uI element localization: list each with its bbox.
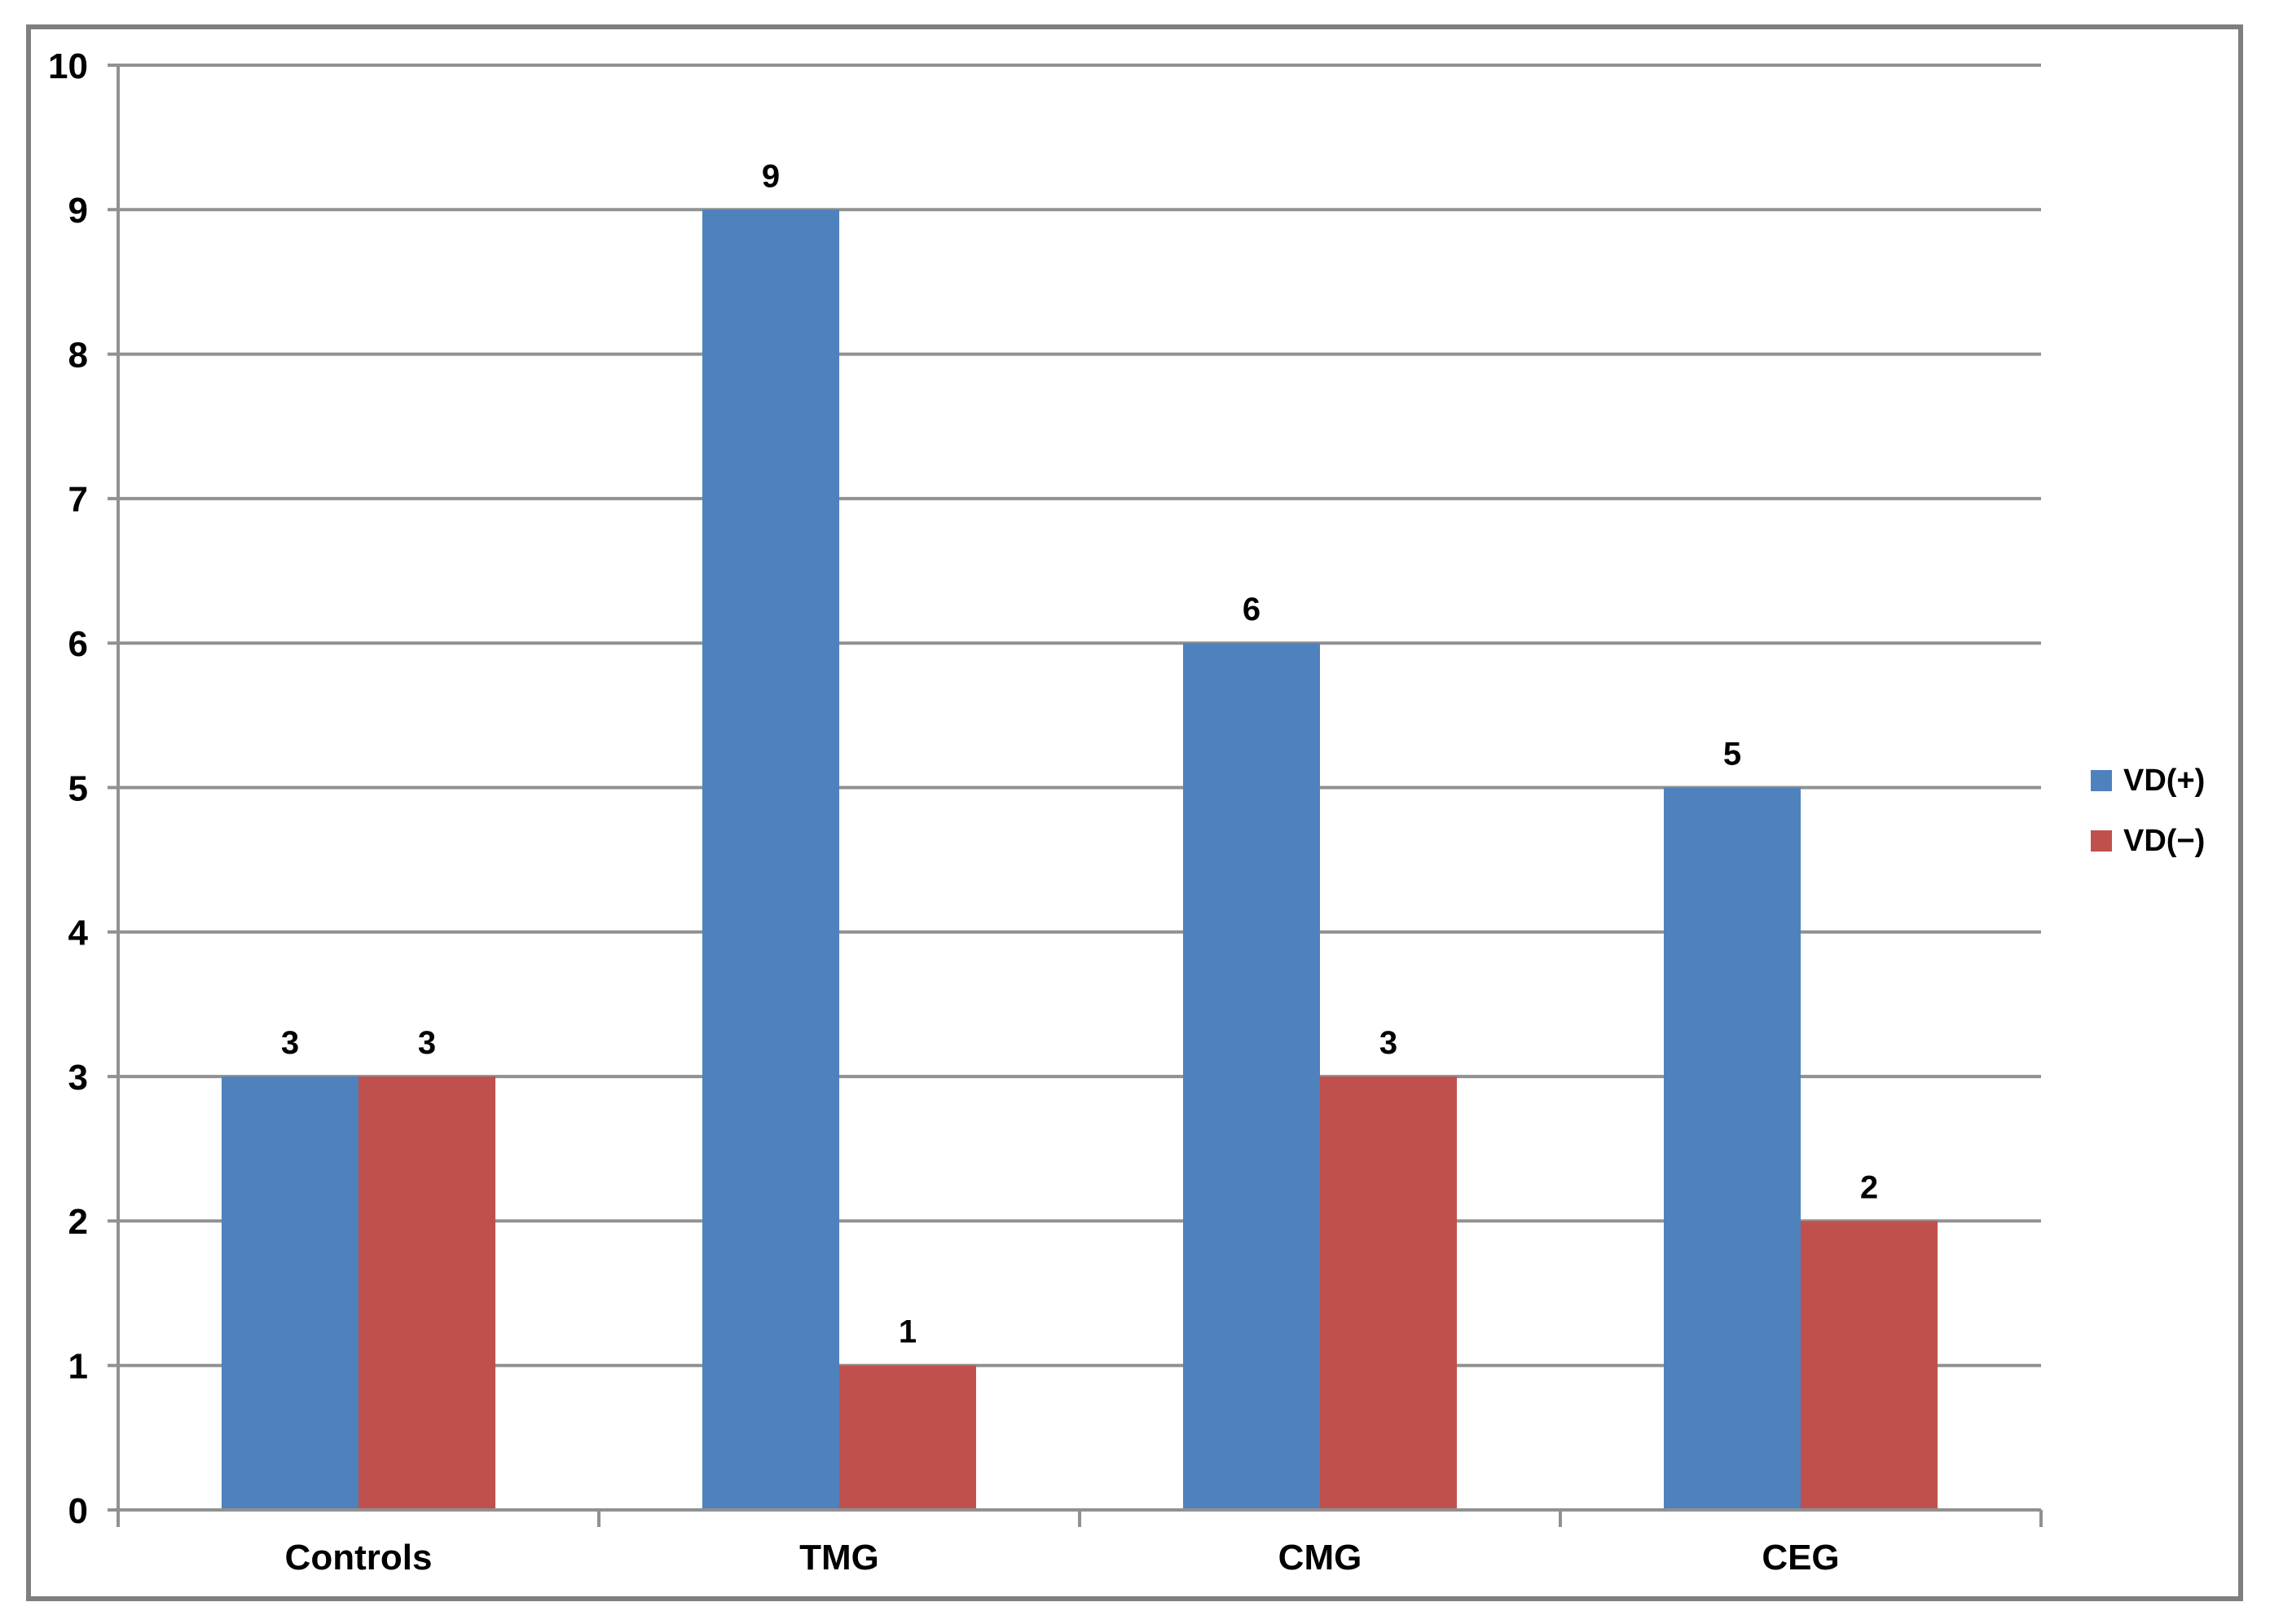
bar-vd-tmg	[839, 1365, 976, 1508]
y-tick-label-2: 2	[68, 1202, 88, 1242]
y-tick-label-0: 0	[68, 1491, 88, 1531]
data-label: 5	[1723, 737, 1741, 772]
figure-border	[26, 24, 2243, 1601]
bar-vd-controls	[359, 1076, 495, 1508]
bar-vd-ceg	[1664, 787, 1801, 1508]
y-tick-label-1: 1	[68, 1347, 88, 1387]
y-tick-label-5: 5	[68, 768, 88, 808]
legend-label-vd-minus: VD(−)	[2123, 823, 2206, 858]
legend-swatch-vd-plus-icon	[2091, 770, 2112, 791]
data-label: 3	[1379, 1025, 1397, 1061]
legend-label-vd-plus: VD(+)	[2123, 763, 2206, 798]
legend-item-vd-plus: VD(+)	[2091, 763, 2205, 799]
axes	[108, 65, 2043, 1527]
category-label-ceg: CEG	[1762, 1538, 1839, 1578]
bar-series	[222, 209, 1938, 1509]
bar-vd-controls	[222, 1076, 359, 1508]
y-tick-label-4: 4	[68, 913, 89, 953]
y-tick-label-9: 9	[68, 191, 88, 231]
y-tick-label-7: 7	[68, 480, 88, 520]
data-label: 1	[899, 1314, 917, 1350]
y-tick-label-6: 6	[68, 624, 88, 664]
category-label-tmg: TMG	[799, 1538, 879, 1578]
y-tick-label-8: 8	[68, 335, 88, 375]
y-tick-label-3: 3	[68, 1058, 88, 1098]
chart-labels: 0 1 2 3 4 5 6 7 8 9 10 Controls TMG CMG CEG 3 3 9 1 6 3 5 2	[48, 46, 1878, 1578]
data-label: 6	[1243, 592, 1260, 627]
bar-vd-ceg	[1801, 1221, 1938, 1508]
data-label: 3	[281, 1025, 299, 1061]
category-label-cmg: CMG	[1278, 1538, 1362, 1578]
category-label-controls: Controls	[285, 1538, 433, 1578]
data-label: 9	[762, 158, 780, 194]
legend-swatch-vd-minus-icon	[2091, 830, 2112, 852]
bar-vd-cmg	[1183, 643, 1320, 1509]
data-label: 3	[418, 1025, 436, 1061]
y-tick-label-10: 10	[48, 46, 88, 86]
legend-item-vd-minus: VD(−)	[2091, 823, 2205, 859]
bar-vd-tmg	[702, 209, 839, 1508]
bar-vd-cmg	[1320, 1076, 1457, 1508]
data-label: 2	[1860, 1169, 1878, 1205]
legend: VD(+) VD(−)	[2091, 763, 2205, 859]
